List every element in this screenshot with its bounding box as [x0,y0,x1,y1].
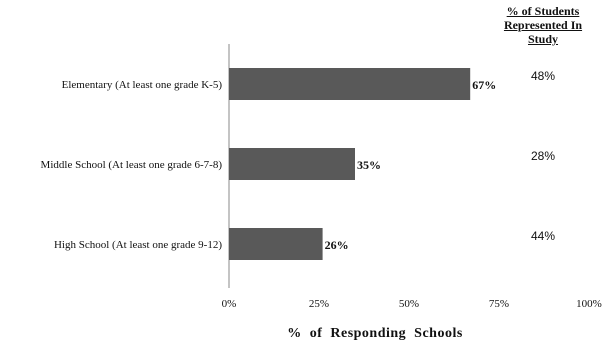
bar [229,68,470,100]
x-tick-label: 25% [309,298,329,310]
x-tick-label: 100% [576,298,602,310]
category-label: Middle School (At least one grade 6-7-8) [41,159,223,171]
side-column-value: 48% [531,69,555,83]
x-tick-label: 75% [489,298,509,310]
data-label: 67% [472,78,496,92]
data-label: 35% [357,158,381,172]
category-label: Elementary (At least one grade K-5) [62,79,223,91]
data-label: 26% [325,238,349,252]
bar [229,228,323,260]
category-label: High School (At least one grade 9-12) [54,239,222,251]
bar [229,148,355,180]
x-tick-label: 0% [222,298,237,310]
x-tick-label: 50% [399,298,419,310]
side-column-value: 28% [531,149,555,163]
side-column-value: 44% [531,229,555,243]
x-axis-title: % of Responding Schools [200,326,550,342]
